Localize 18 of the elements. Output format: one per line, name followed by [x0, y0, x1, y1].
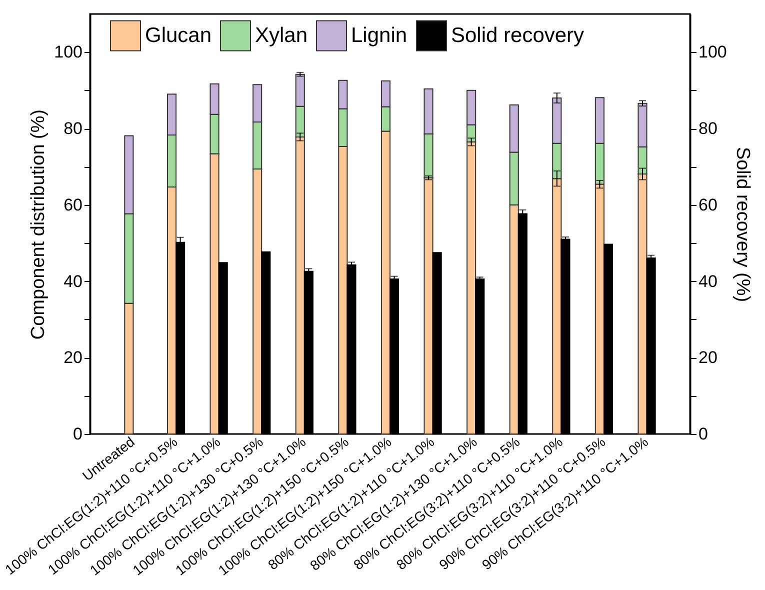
y2-axis-title: Solid recovery (%) [732, 146, 753, 302]
y2-tick-label: 60 [698, 195, 718, 214]
y2-tick-label: 100 [698, 42, 727, 62]
y2-tick-label: 40 [698, 272, 718, 291]
y-tick-label: 60 [64, 195, 82, 214]
y2-tick-label: 0 [698, 424, 708, 444]
y-tick-label: 100 [54, 42, 82, 62]
y-tick-label: 20 [64, 348, 82, 368]
legend-label: Solid recovery [451, 24, 585, 47]
y2-tick-label: 20 [698, 348, 718, 368]
y-axis-title: Component distribution (%) [28, 109, 50, 340]
legend-label: Xylan [255, 24, 308, 47]
y-tick-label: 40 [64, 272, 82, 291]
y-tick-label: 80 [64, 119, 82, 138]
legend-label: Glucan [145, 24, 212, 47]
y-tick-label: 0 [73, 424, 82, 444]
legend-label: Lignin [351, 24, 408, 47]
y2-tick-label: 80 [698, 119, 718, 138]
